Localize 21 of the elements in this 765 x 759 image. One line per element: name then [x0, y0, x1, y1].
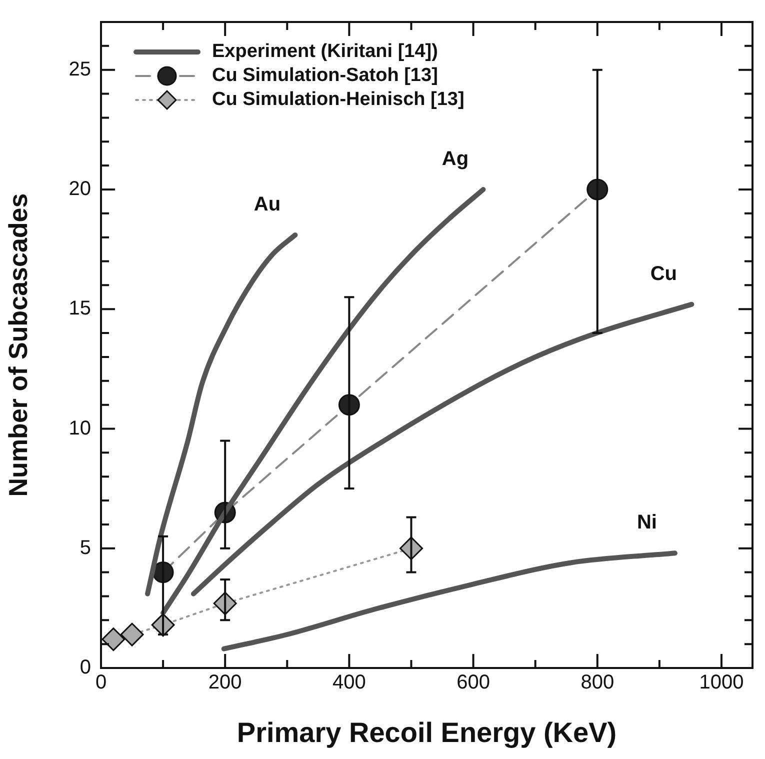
x-tick-label: 0: [95, 672, 107, 694]
x-tick-label: 200: [208, 672, 242, 694]
x-tick-label: 600: [456, 672, 490, 694]
series-label: Cu: [650, 262, 678, 285]
y-tick-label: 10: [68, 417, 91, 440]
y-axis-title: Number of Subcascades: [2, 193, 33, 497]
x-tick-label: 800: [580, 672, 614, 694]
x-tick-label: 1000: [699, 672, 744, 694]
y-tick-label: 15: [68, 298, 91, 320]
legend-label: Cu Simulation-Satoh [13]: [212, 65, 438, 86]
series-label: Ni: [636, 512, 657, 534]
y-tick-label: 0: [80, 656, 91, 679]
y-tick-label: 5: [80, 536, 91, 559]
y-tick-label: 25: [68, 58, 91, 80]
series-label: Au: [254, 193, 281, 216]
y-tick-label: 20: [68, 178, 91, 200]
legend-title: Experiment (Kiritani [14]): [212, 41, 438, 62]
series-label: Ag: [442, 148, 469, 170]
legend-label: Cu Simulation-Heinisch [13]: [212, 89, 464, 110]
x-tick-label: 400: [332, 672, 366, 694]
x-axis-title: Primary Recoil Energy (KeV): [236, 716, 617, 748]
